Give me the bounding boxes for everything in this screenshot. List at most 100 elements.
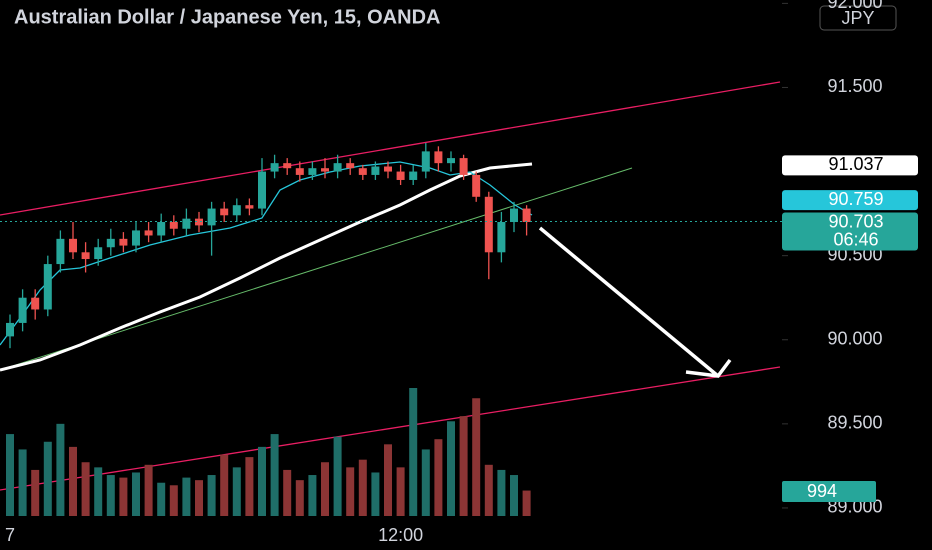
candle-body	[132, 230, 140, 246]
y-tick-label: 90.000	[827, 329, 882, 349]
candle-body	[459, 158, 468, 175]
candle-body	[270, 163, 279, 172]
volume-marker-box	[782, 481, 876, 502]
candle-body	[484, 196, 493, 253]
candle-body	[409, 171, 418, 180]
candle-body	[421, 151, 430, 172]
candle-body	[447, 158, 455, 164]
candle-body	[371, 166, 380, 175]
candle-body	[258, 171, 266, 209]
price-marker-box	[782, 155, 918, 176]
price-marker-label: 91.037	[828, 154, 883, 174]
currency-label[interactable]: JPY	[841, 8, 874, 28]
price-marker-box	[782, 212, 918, 251]
volume-marker-label: 994	[807, 481, 837, 501]
volume-bar	[346, 467, 355, 516]
candle-body	[232, 205, 241, 216]
volume-bar	[56, 423, 65, 516]
volume-bar	[472, 398, 481, 516]
chart-title: Australian Dollar / Japanese Yen, 15, OA…	[14, 6, 440, 28]
currency-box[interactable]	[819, 5, 897, 31]
volume-bar	[308, 475, 317, 516]
volume-bar	[43, 441, 52, 516]
volume-bar	[94, 467, 103, 516]
candle-body	[522, 208, 531, 223]
candle-body	[321, 168, 329, 172]
volume-bar	[295, 480, 304, 516]
volume-bar	[459, 416, 468, 516]
volume-bar	[283, 469, 292, 516]
candle-body	[245, 205, 254, 209]
candle-body	[207, 208, 216, 226]
arrow-head	[685, 358, 732, 378]
candle-body	[510, 208, 518, 223]
candle-body	[157, 222, 166, 236]
volume-bar	[434, 439, 443, 516]
volume-bar	[18, 449, 27, 516]
countdown-label: 06:46	[833, 229, 878, 249]
volume-bar	[245, 457, 254, 516]
volume-bar	[69, 446, 77, 516]
volume-bar	[106, 475, 115, 516]
trend-line	[0, 167, 633, 371]
candle-body	[94, 247, 103, 260]
candle-body	[144, 230, 153, 236]
volume-bar	[6, 434, 14, 516]
volume-bar	[119, 477, 128, 516]
volume-bar	[358, 459, 367, 516]
x-tick-label: 7	[5, 525, 15, 545]
volume-bar	[510, 475, 518, 516]
channel-upper	[0, 81, 781, 216]
candle-body	[18, 297, 27, 323]
candle-body	[31, 297, 40, 310]
volume-bar	[258, 446, 266, 516]
arrow-shaft	[538, 226, 720, 378]
candle-body	[497, 222, 506, 253]
volume-bar	[31, 469, 40, 516]
volume-bar	[232, 467, 241, 516]
volume-bar	[321, 462, 329, 516]
volume-bar	[522, 490, 531, 516]
volume-bar	[207, 475, 216, 516]
candle-body	[346, 163, 355, 169]
volume-bar	[220, 454, 229, 516]
price-marker-label: 90.759	[828, 189, 883, 209]
candle-body	[56, 238, 65, 265]
volume-bar	[195, 480, 203, 516]
candle-body	[434, 151, 443, 164]
volume-bar	[144, 464, 153, 516]
candle-body	[182, 218, 191, 229]
candle-body	[308, 168, 317, 175]
candle-body	[283, 163, 292, 169]
volume-bar	[447, 421, 455, 516]
volume-bar	[484, 464, 493, 516]
moving-average-slow	[0, 162, 533, 372]
volume-bar	[169, 485, 178, 516]
candle-body	[295, 168, 304, 175]
candle-body	[472, 174, 481, 197]
volume-bar	[81, 462, 90, 516]
volume-bar	[270, 434, 279, 516]
volume-bar	[333, 436, 342, 516]
volume-bar	[182, 477, 191, 516]
volume-bar	[421, 449, 430, 516]
y-tick-label: 91.500	[827, 76, 882, 96]
price-marker-label: 90.703	[828, 211, 883, 231]
candle-body	[119, 238, 128, 246]
candle-body	[384, 166, 392, 172]
candle-body	[81, 252, 90, 260]
volume-bar	[132, 472, 140, 516]
candle-body	[106, 238, 115, 248]
y-tick-label: 89.500	[827, 413, 882, 433]
candle-body	[358, 168, 367, 175]
volume-bar	[371, 472, 380, 516]
candle-body	[43, 264, 52, 310]
volume-bar	[384, 444, 392, 516]
candle-body	[333, 163, 342, 172]
candle-body	[169, 222, 178, 229]
volume-bar	[157, 482, 166, 516]
candle-body	[220, 208, 229, 216]
y-tick-label: 92.000	[827, 0, 882, 12]
price-marker-box	[782, 190, 918, 211]
